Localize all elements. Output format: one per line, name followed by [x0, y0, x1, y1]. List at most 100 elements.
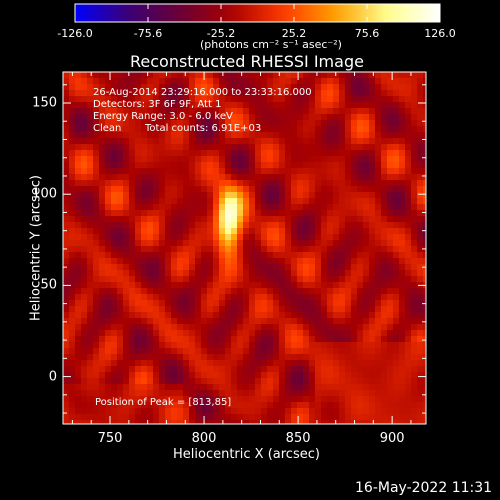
- heatmap-cell: [405, 198, 411, 204]
- x-tick-label: 850: [285, 431, 311, 446]
- heatmap-cell: [357, 378, 363, 384]
- heatmap-cell: [261, 120, 267, 126]
- heatmap-cell: [285, 252, 291, 258]
- heatmap-cell: [231, 318, 237, 324]
- heatmap-cell: [279, 336, 285, 342]
- heatmap-cell: [393, 366, 399, 372]
- heatmap-cell: [201, 360, 207, 366]
- heatmap-cell: [63, 306, 69, 312]
- heatmap-cell: [273, 96, 279, 102]
- heatmap-cell: [207, 354, 213, 360]
- heatmap-cell: [243, 378, 249, 384]
- heatmap-cell: [123, 330, 129, 336]
- heatmap-cell: [405, 84, 411, 90]
- heatmap-cell: [243, 348, 249, 354]
- heatmap-cell: [381, 312, 387, 318]
- heatmap-cell: [153, 402, 159, 408]
- heatmap-cell: [339, 84, 345, 90]
- heatmap-cell: [123, 270, 129, 276]
- heatmap-cell: [279, 240, 285, 246]
- heatmap-cell: [225, 210, 231, 216]
- heatmap-cell: [327, 210, 333, 216]
- heatmap-cell: [333, 354, 339, 360]
- heatmap-cell: [111, 324, 117, 330]
- heatmap-cell: [405, 276, 411, 282]
- heatmap-cell: [399, 186, 405, 192]
- heatmap-cell: [141, 408, 147, 414]
- heatmap-cell: [225, 120, 231, 126]
- heatmap-cell: [309, 270, 315, 276]
- heatmap-cell: [159, 270, 165, 276]
- heatmap-cell: [69, 114, 75, 120]
- heatmap-cell: [417, 174, 423, 180]
- heatmap-cell: [387, 138, 393, 144]
- heatmap-cell: [117, 324, 123, 330]
- heatmap-cell: [351, 330, 357, 336]
- heatmap-cell: [255, 84, 261, 90]
- heatmap-cell: [177, 372, 183, 378]
- heatmap-cell: [69, 336, 75, 342]
- heatmap-cell: [279, 192, 285, 198]
- heatmap-cell: [147, 246, 153, 252]
- heatmap-cell: [123, 144, 129, 150]
- heatmap-cell: [405, 174, 411, 180]
- heatmap-cell: [243, 78, 249, 84]
- heatmap-cell: [183, 306, 189, 312]
- heatmap-cell: [117, 288, 123, 294]
- heatmap-cell: [165, 372, 171, 378]
- heatmap-cell: [339, 102, 345, 108]
- heatmap-cell: [111, 246, 117, 252]
- heatmap-cell: [321, 156, 327, 162]
- heatmap-cell: [333, 390, 339, 396]
- heatmap-cell: [243, 126, 249, 132]
- heatmap-cell: [315, 120, 321, 126]
- heatmap-cell: [201, 204, 207, 210]
- heatmap-cell: [249, 300, 255, 306]
- heatmap-cell: [63, 96, 69, 102]
- heatmap-cell: [417, 414, 423, 420]
- heatmap-cell: [387, 150, 393, 156]
- heatmap-cell: [255, 384, 261, 390]
- heatmap-cell: [303, 384, 309, 390]
- heatmap-cell: [381, 294, 387, 300]
- heatmap-cell: [297, 312, 303, 318]
- heatmap-cell: [189, 354, 195, 360]
- heatmap-cell: [405, 402, 411, 408]
- heatmap-cell: [261, 90, 267, 96]
- heatmap-cell: [321, 126, 327, 132]
- heatmap-cell: [69, 84, 75, 90]
- heatmap-cell: [411, 240, 417, 246]
- heatmap-cell: [231, 90, 237, 96]
- heatmap-cell: [315, 336, 321, 342]
- heatmap-cell: [159, 246, 165, 252]
- heatmap-cell: [81, 72, 87, 78]
- heatmap-cell: [381, 210, 387, 216]
- heatmap-cell: [387, 294, 393, 300]
- heatmap-cell: [417, 90, 423, 96]
- heatmap-cell: [81, 216, 87, 222]
- heatmap-cell: [357, 138, 363, 144]
- heatmap-cell: [279, 324, 285, 330]
- heatmap-cell: [369, 402, 375, 408]
- heatmap-cell: [183, 120, 189, 126]
- heatmap-cell: [411, 84, 417, 90]
- heatmap-cell: [273, 174, 279, 180]
- heatmap-cell: [207, 222, 213, 228]
- heatmap-cell: [291, 336, 297, 342]
- heatmap-cell: [303, 174, 309, 180]
- heatmap-cell: [105, 396, 111, 402]
- heatmap-cell: [141, 90, 147, 96]
- heatmap-cell: [333, 372, 339, 378]
- heatmap-cell: [291, 384, 297, 390]
- heatmap-cell: [411, 114, 417, 120]
- heatmap-cell: [213, 144, 219, 150]
- heatmap-cell: [411, 282, 417, 288]
- heatmap-cell: [207, 84, 213, 90]
- heatmap-cell: [255, 240, 261, 246]
- heatmap-cell: [381, 180, 387, 186]
- heatmap-cell: [285, 144, 291, 150]
- heatmap-cell: [93, 192, 99, 198]
- heatmap-cell: [159, 330, 165, 336]
- heatmap-cell: [201, 78, 207, 84]
- heatmap-cell: [243, 216, 249, 222]
